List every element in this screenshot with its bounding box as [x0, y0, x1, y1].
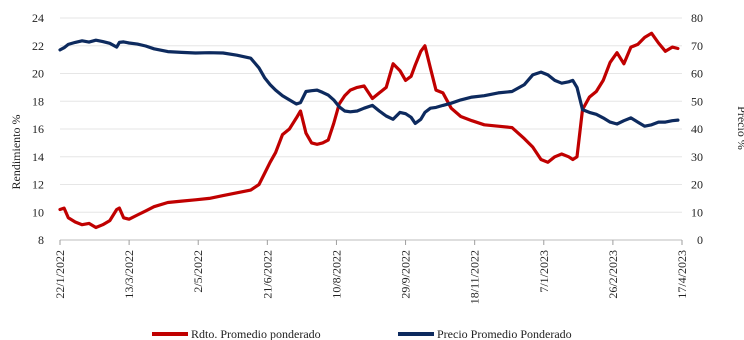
x-tick-label: 10/8/2022: [329, 250, 343, 299]
right-y-tick-label: 40: [691, 122, 703, 136]
right-y-tick-label: 0: [697, 233, 703, 247]
x-tick-label: 7/1/2023: [537, 250, 551, 293]
series-line-precio: [58, 38, 680, 128]
x-tick-label: 18/11/2022: [468, 250, 482, 304]
right-y-tick-label: 60: [691, 67, 703, 81]
series-lines: [58, 31, 680, 230]
left-y-tick-label: 22: [32, 39, 44, 53]
x-tick-label: 13/3/2022: [122, 250, 136, 299]
left-y-tick-label: 16: [32, 122, 44, 136]
x-tick-label: 17/4/2023: [675, 250, 689, 299]
left-y-axis-ticks: 8 10 12 14 16 18 20 22 24: [32, 11, 44, 247]
right-y-tick-label: 80: [691, 11, 703, 25]
left-y-tick-label: 18: [32, 94, 44, 108]
x-tick-label: 2/5/2022: [191, 250, 205, 293]
x-tick-label: 22/1/2022: [53, 250, 67, 299]
left-y-axis-title: Rendimiento %: [9, 115, 23, 190]
left-y-tick-label: 24: [32, 11, 44, 25]
left-y-tick-label: 20: [32, 67, 44, 81]
left-y-tick-label: 10: [32, 205, 44, 219]
right-y-tick-label: 50: [691, 94, 703, 108]
right-y-tick-label: 10: [691, 205, 703, 219]
right-y-axis-ticks: 0 10 20 30 40 50 60 70 80: [691, 11, 703, 247]
right-y-tick-label: 20: [691, 178, 703, 192]
right-y-tick-label: 70: [691, 39, 703, 53]
left-y-tick-label: 12: [32, 178, 44, 192]
x-tick-label: 29/9/2022: [399, 250, 413, 299]
gridlines: [60, 17, 682, 213]
right-y-tick-label: 30: [691, 150, 703, 164]
legend-label-precio: Precio Promedio Ponderado: [437, 327, 572, 340]
left-y-tick-label: 14: [32, 150, 44, 164]
x-tick-label: 21/6/2022: [260, 250, 274, 299]
left-y-tick-label: 8: [38, 233, 44, 247]
x-tick-label: 26/2/2023: [606, 250, 620, 299]
legend: Rdto. Promedio ponderado Precio Promedio…: [152, 327, 572, 340]
x-axis-ticks: 22/1/2022 13/3/2022 2/5/2022 21/6/2022 10/8/…: [53, 240, 689, 304]
series-line-rendimiento: [58, 31, 680, 230]
legend-label-rendimiento: Rdto. Promedio ponderado: [191, 327, 321, 340]
right-y-axis-title: Precio %: [735, 106, 744, 150]
